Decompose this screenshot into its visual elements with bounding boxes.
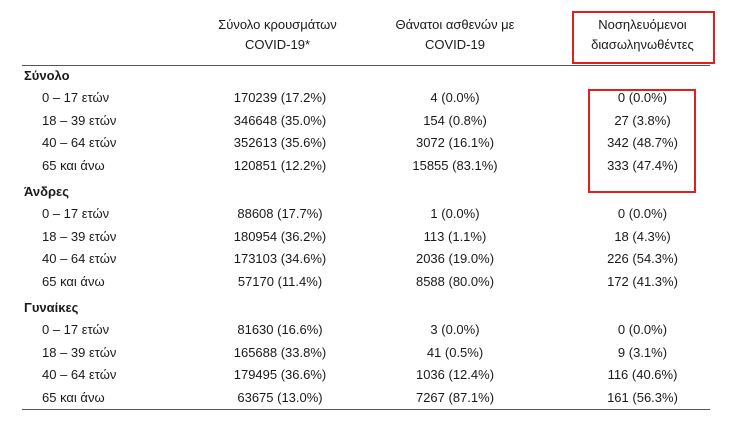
intubated-cell: 0 (0.0%) bbox=[617, 90, 668, 105]
cases-cell: 180954 (36.2%) bbox=[233, 228, 327, 244]
age-label: 65 και άνω bbox=[42, 157, 105, 173]
deaths-cell: 2036 (19.0%) bbox=[415, 251, 495, 266]
header-intubated: Νοσηλευόμενοι διασωληνωθέντες bbox=[575, 15, 710, 55]
age-label: 40 – 64 ετών bbox=[42, 251, 117, 266]
cases-cell: 120851 (12.2%) bbox=[233, 157, 327, 173]
deaths-cell: 3 (0.0%) bbox=[430, 322, 480, 337]
header-deaths-line2: COVID-19 bbox=[425, 37, 485, 52]
cases-cell: 179495 (36.6%) bbox=[233, 367, 327, 382]
table-row: 40 – 64 ετών 179495 (36.6%) 1036 (12.4%) 11… bbox=[0, 364, 734, 386]
deaths-cell: 15855 (83.1%) bbox=[412, 157, 498, 173]
age-label: 18 – 39 ετών bbox=[42, 344, 117, 360]
table-bottom-rule bbox=[22, 409, 710, 410]
table-row: 0 – 17 ετών 81630 (16.6%) 3 (0.0%) 0 (0.0%) bbox=[0, 319, 734, 341]
header-total-cases-line2: COVID-19* bbox=[244, 37, 311, 52]
age-label: 65 και άνω bbox=[42, 273, 105, 289]
age-label: 65 και άνω bbox=[42, 389, 105, 405]
cases-cell: 81630 (16.6%) bbox=[237, 322, 323, 337]
header-total-cases: Σύνολο κρουσμάτων COVID-19* bbox=[200, 15, 355, 55]
table-row: 65 και άνω 63675 (13.0%) 7267 (87.1%) 161 (… bbox=[0, 387, 734, 409]
deaths-cell: 3072 (16.1%) bbox=[415, 135, 495, 150]
cases-cell: 57170 (11.4%) bbox=[237, 273, 323, 289]
deaths-cell: 4 (0.0%) bbox=[430, 90, 480, 105]
intubated-cell: 27 (3.8%) bbox=[614, 112, 671, 128]
section-title-women: Γυναίκες bbox=[24, 300, 79, 315]
table-row: 18 – 39 ετών 180954 (36.2%) 113 (1.1%) 18 (… bbox=[0, 226, 734, 248]
header-intubated-line2: διασωληνωθέντες bbox=[591, 37, 694, 52]
cases-cell: 352613 (35.6%) bbox=[233, 135, 327, 150]
section-title-men: Άνδρες bbox=[24, 184, 69, 199]
table-row: 0 – 17 ετών 170239 (17.2%) 4 (0.0%) 0 (0.0%… bbox=[0, 87, 734, 109]
intubated-cell: 226 (54.3%) bbox=[607, 251, 678, 266]
header-deaths: Θάνατοι ασθενών με COVID-19 bbox=[380, 15, 530, 55]
table-row: 65 και άνω 57170 (11.4%) 8588 (80.0%) 172 (… bbox=[0, 271, 734, 293]
table-top-rule bbox=[22, 65, 710, 66]
deaths-cell: 113 (1.1%) bbox=[423, 228, 487, 244]
highlight-box-header bbox=[572, 11, 715, 64]
table-row: 0 – 17 ετών 88608 (17.7%) 1 (0.0%) 0 (0.0%) bbox=[0, 203, 734, 225]
table-row: 18 – 39 ετών 346648 (35.0%) 154 (0.8%) 27 (… bbox=[0, 110, 734, 132]
intubated-cell: 9 (3.1%) bbox=[617, 344, 668, 360]
cases-cell: 88608 (17.7%) bbox=[237, 206, 323, 221]
intubated-cell: 18 (4.3%) bbox=[614, 228, 671, 244]
deaths-cell: 1036 (12.4%) bbox=[415, 367, 495, 382]
age-label: 40 – 64 ετών bbox=[42, 367, 117, 382]
cases-cell: 346648 (35.0%) bbox=[233, 112, 327, 128]
intubated-cell: 0 (0.0%) bbox=[617, 322, 668, 337]
age-label: 40 – 64 ετών bbox=[42, 135, 117, 150]
age-label: 0 – 17 ετών bbox=[42, 206, 110, 221]
header-deaths-line1: Θάνατοι ασθενών με bbox=[395, 17, 515, 32]
cases-cell: 63675 (13.0%) bbox=[237, 389, 323, 405]
cases-cell: 173103 (34.6%) bbox=[233, 251, 327, 266]
intubated-cell: 116 (40.6%) bbox=[607, 367, 678, 382]
deaths-cell: 41 (0.5%) bbox=[426, 344, 484, 360]
age-label: 18 – 39 ετών bbox=[42, 228, 117, 244]
cases-cell: 165688 (33.8%) bbox=[233, 344, 327, 360]
age-label: 0 – 17 ετών bbox=[42, 322, 110, 337]
intubated-cell: 172 (41.3%) bbox=[607, 273, 678, 289]
section-title-total: Σύνολο bbox=[24, 68, 70, 83]
intubated-cell: 333 (47.4%) bbox=[607, 157, 678, 173]
deaths-cell: 1 (0.0%) bbox=[430, 206, 480, 221]
intubated-cell: 342 (48.7%) bbox=[607, 135, 678, 150]
table-row: 18 – 39 ετών 165688 (33.8%) 41 (0.5%) 9 (3.… bbox=[0, 342, 734, 364]
header-total-cases-line1: Σύνολο κρουσμάτων bbox=[218, 17, 337, 32]
table-row: 65 και άνω 120851 (12.2%) 15855 (83.1%) 333… bbox=[0, 155, 734, 177]
table-row: 40 – 64 ετών 352613 (35.6%) 3072 (16.1%) 34… bbox=[0, 132, 734, 154]
cases-cell: 170239 (17.2%) bbox=[233, 90, 327, 105]
highlight-box-total-values bbox=[588, 89, 696, 193]
deaths-cell: 154 (0.8%) bbox=[423, 112, 487, 128]
table-row: 40 – 64 ετών 173103 (34.6%) 2036 (19.0%) 22… bbox=[0, 248, 734, 270]
age-label: 18 – 39 ετών bbox=[42, 112, 117, 128]
intubated-cell: 161 (56.3%) bbox=[607, 389, 678, 405]
header-intubated-line1: Νοσηλευόμενοι bbox=[598, 17, 687, 32]
deaths-cell: 7267 (87.1%) bbox=[415, 389, 495, 405]
intubated-cell: 0 (0.0%) bbox=[617, 206, 668, 221]
age-label: 0 – 17 ετών bbox=[42, 90, 110, 105]
deaths-cell: 8588 (80.0%) bbox=[415, 273, 495, 289]
